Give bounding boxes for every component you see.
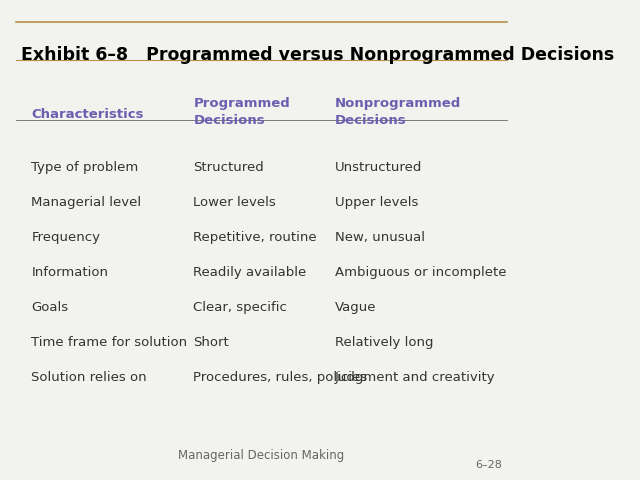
Text: Exhibit 6–8   Programmed versus Nonprogrammed Decisions: Exhibit 6–8 Programmed versus Nonprogram… [21,46,614,63]
Text: Repetitive, routine: Repetitive, routine [193,231,317,244]
Text: Short: Short [193,336,229,349]
Text: Nonprogrammed
Decisions: Nonprogrammed Decisions [335,97,461,127]
Text: 6–28: 6–28 [475,460,502,470]
Text: Time frame for solution: Time frame for solution [31,336,188,349]
Text: Frequency: Frequency [31,231,100,244]
Text: Relatively long: Relatively long [335,336,433,349]
Text: Unstructured: Unstructured [335,161,422,174]
Text: Managerial Decision Making: Managerial Decision Making [179,449,344,463]
Text: New, unusual: New, unusual [335,231,425,244]
Text: Characteristics: Characteristics [31,108,144,121]
Text: Structured: Structured [193,161,264,174]
Text: Judgment and creativity: Judgment and creativity [335,371,495,384]
Text: Programmed
Decisions: Programmed Decisions [193,97,290,127]
Text: Vague: Vague [335,301,376,314]
Text: Upper levels: Upper levels [335,196,418,209]
Text: Procedures, rules, policies: Procedures, rules, policies [193,371,367,384]
Text: Information: Information [31,266,108,279]
Text: Clear, specific: Clear, specific [193,301,287,314]
Text: Solution relies on: Solution relies on [31,371,147,384]
Text: Type of problem: Type of problem [31,161,139,174]
Text: Ambiguous or incomplete: Ambiguous or incomplete [335,266,506,279]
Text: Managerial level: Managerial level [31,196,141,209]
Text: Readily available: Readily available [193,266,307,279]
Text: Lower levels: Lower levels [193,196,276,209]
Text: Goals: Goals [31,301,68,314]
